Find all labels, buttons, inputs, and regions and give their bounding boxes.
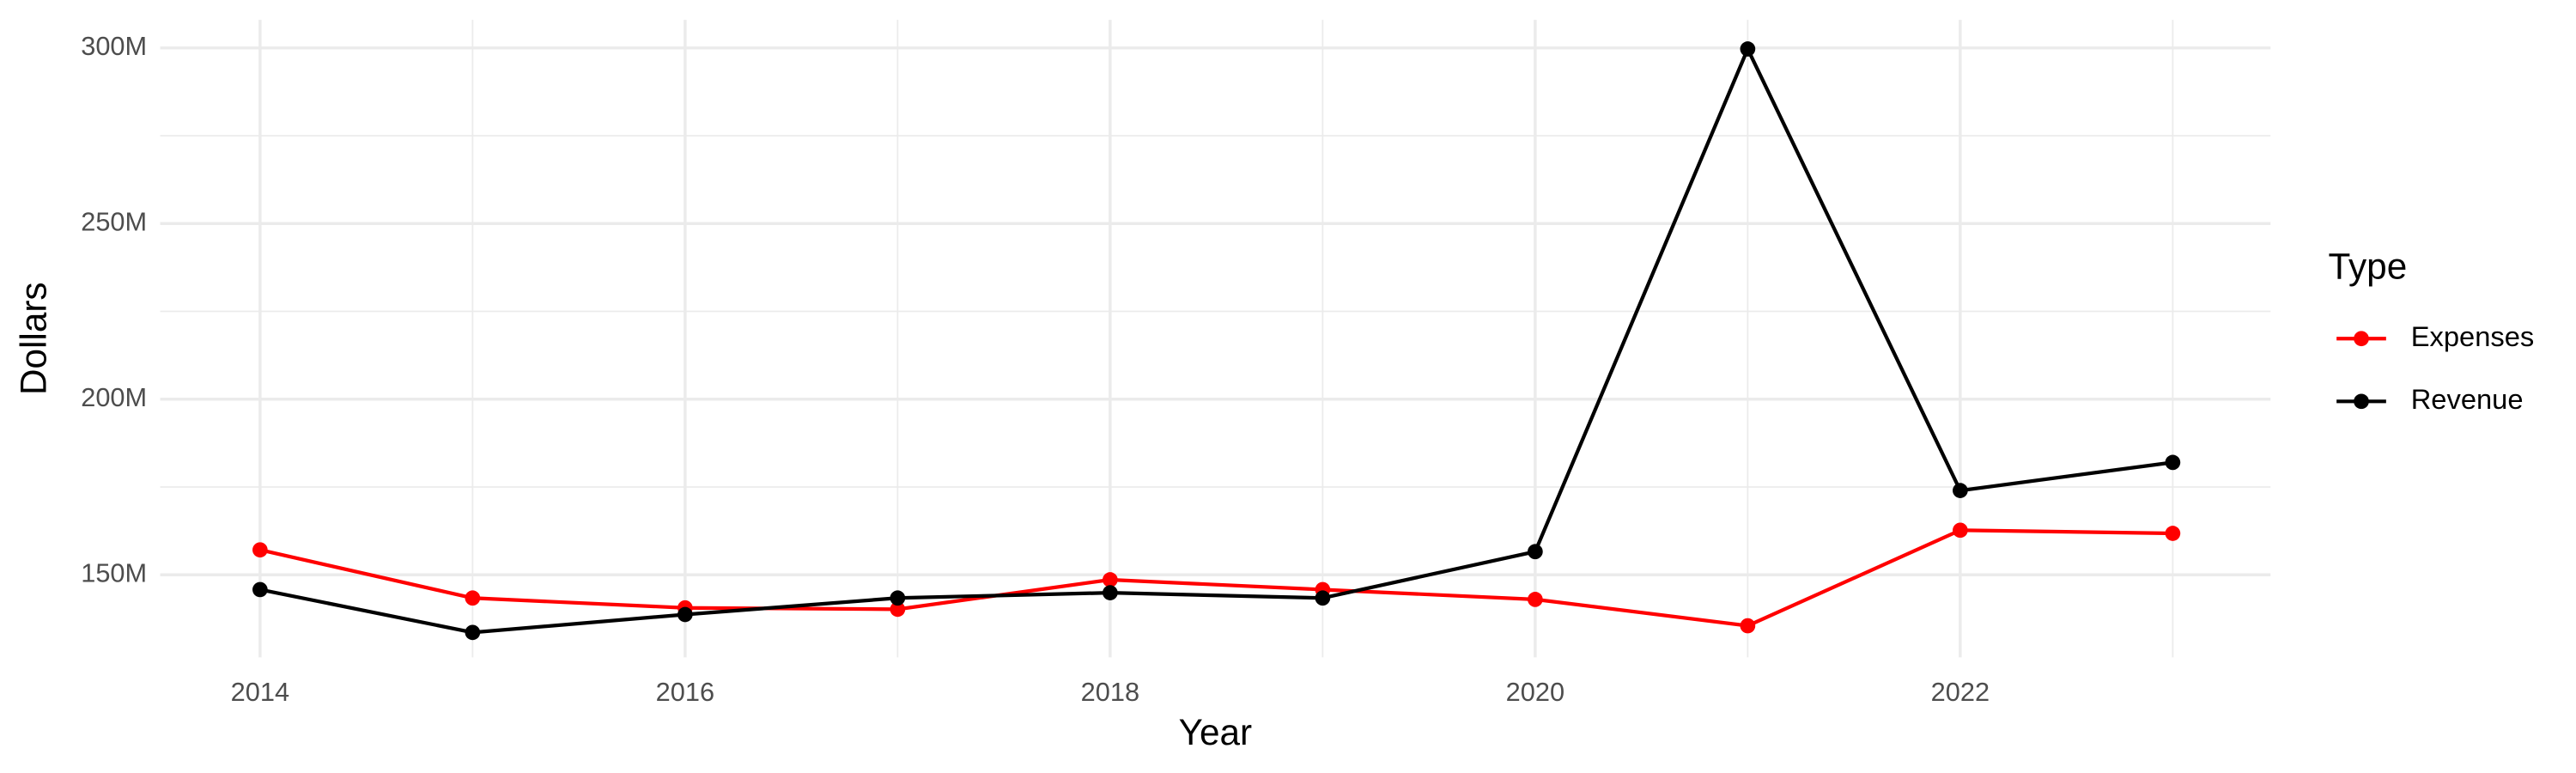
x-tick-label: 2018 [1081, 677, 1139, 707]
labels: 150M 200M 250M 300M 2014 2016 2018 2020 2022 [81, 31, 1990, 707]
data-point [465, 624, 481, 641]
data-point [2165, 454, 2181, 471]
data-point [252, 581, 268, 598]
data-point [1103, 572, 1118, 587]
data-point [1528, 544, 1543, 560]
data-point [252, 542, 268, 558]
data-point [890, 601, 906, 618]
x-tick-label: 2022 [1931, 677, 1990, 707]
legend: Type Expenses Revenue [2329, 247, 2535, 415]
data-point [2165, 526, 2181, 541]
data-point [1103, 585, 1118, 600]
data-point [1740, 618, 1756, 634]
series-line [259, 528, 2173, 628]
series-line [259, 44, 2173, 635]
y-axis-title: Dollars [13, 282, 53, 395]
data-point [890, 590, 906, 606]
legend-marker [2354, 393, 2369, 410]
legend-label: Revenue [2411, 383, 2524, 415]
marks [252, 41, 2181, 641]
data-point [1528, 592, 1543, 607]
x-tick-label: 2020 [1506, 677, 1564, 707]
data-point [465, 590, 481, 606]
data-point [1315, 590, 1331, 606]
data-point [1953, 483, 1968, 498]
x-tick-label: 2016 [656, 677, 714, 707]
legend-marker [2354, 331, 2369, 347]
data-point [1953, 522, 1968, 539]
y-tick-label: 150M [81, 557, 147, 587]
legend-label: Expenses [2411, 320, 2535, 352]
legend-title: Type [2329, 247, 2408, 287]
data-point [1740, 41, 1756, 57]
x-axis-title: Year [1179, 712, 1252, 752]
data-point [677, 606, 693, 623]
x-tick-label: 2014 [231, 677, 289, 707]
y-tick-label: 300M [81, 31, 147, 61]
y-tick-label: 200M [81, 382, 147, 412]
y-tick-label: 250M [81, 206, 147, 236]
